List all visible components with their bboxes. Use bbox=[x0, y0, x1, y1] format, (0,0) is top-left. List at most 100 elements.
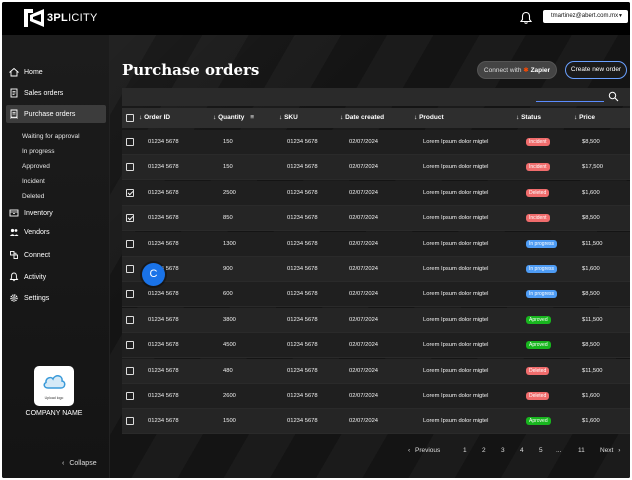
pagination-page-5[interactable]: 5 bbox=[539, 447, 543, 454]
row-checkbox[interactable] bbox=[126, 239, 134, 248]
column-product[interactable]: ↓ Product bbox=[414, 114, 444, 121]
cell-order-id: 01234 5678 bbox=[148, 240, 179, 247]
sidebar-item-vendors[interactable]: Vendors bbox=[6, 223, 106, 241]
pagination-previous[interactable]: ‹ Previous bbox=[408, 447, 441, 454]
cell-date-created: 02/07/2024 bbox=[349, 266, 379, 272]
search-input[interactable] bbox=[536, 101, 604, 102]
cell-date-created: 02/07/2024 bbox=[349, 189, 379, 196]
document-icon bbox=[10, 88, 18, 98]
notifications-bell-icon[interactable] bbox=[519, 11, 533, 25]
column-date-created[interactable]: ↓ Date created bbox=[340, 114, 385, 121]
table-header: ↓ Order ID ↓ Quantity ≡ ↓ SKU ↓ Date cre… bbox=[122, 108, 630, 128]
sidebar-subitem-in-progress[interactable]: In progress bbox=[22, 148, 55, 155]
upload-logo-button[interactable]: Upload logo bbox=[34, 366, 74, 406]
sidebar-subitem-deleted[interactable]: Deleted bbox=[22, 193, 45, 200]
pagination-page-3[interactable]: 3 bbox=[501, 447, 505, 454]
row-checkbox[interactable] bbox=[126, 214, 134, 223]
sidebar-item-settings[interactable]: Settings bbox=[6, 289, 106, 307]
box-icon bbox=[9, 209, 19, 217]
table-row[interactable]: 01234 5678 480 01234 5678 02/07/2024 Lorem I… bbox=[122, 358, 630, 384]
cell-product: Lorem Ipsum dolor migtel bbox=[423, 418, 489, 425]
table-row[interactable]: 01234 5678 4500 01234 5678 02/07/2024 Lorem … bbox=[122, 333, 630, 359]
table-row[interactable]: 01234 5678 1500 01234 5678 02/07/2024 Lorem … bbox=[122, 409, 630, 435]
table-row[interactable]: 01234 5678 600 01234 5678 02/07/2024 Lorem I… bbox=[122, 282, 630, 308]
sidebar-item-connect[interactable]: Connect bbox=[6, 246, 106, 264]
filter-icon[interactable]: ≡ bbox=[250, 114, 255, 121]
cell-date-created: 02/07/2024 bbox=[349, 215, 379, 222]
cell-sku: 01234 5678 bbox=[287, 342, 318, 349]
row-checkbox[interactable] bbox=[126, 290, 134, 299]
table-row[interactable]: 01234 5678 2600 01234 5678 02/07/2024 Lorem … bbox=[122, 384, 630, 409]
cell-date-created: 02/07/2024 bbox=[349, 342, 379, 349]
cell-sku: 01234 5678 bbox=[287, 240, 318, 247]
pagination-page-1[interactable]: 1 bbox=[463, 447, 467, 454]
cell-price: $1,600 bbox=[582, 266, 600, 272]
row-checkbox[interactable] bbox=[126, 392, 134, 400]
cell-price: $8,500 bbox=[582, 215, 600, 222]
cell-price: $1,600 bbox=[582, 393, 600, 399]
home-icon bbox=[9, 67, 19, 77]
cell-order-id: 01234 5678 bbox=[148, 189, 179, 196]
cell-product: Lorem Ipsum dolor migtel bbox=[423, 266, 489, 272]
cell-sku: 01234 5678 bbox=[287, 215, 318, 222]
cell-product: Lorem Ipsum dolor migtel bbox=[423, 139, 489, 145]
status-badge: Deleted bbox=[526, 392, 550, 400]
column-quantity[interactable]: ↓ Quantity ≡ bbox=[213, 114, 255, 121]
status-badge: In progress bbox=[526, 290, 558, 299]
brand-logo[interactable]: 3PLICITY bbox=[24, 9, 98, 27]
search-icon[interactable] bbox=[608, 91, 619, 102]
column-order-id[interactable]: ↓ Order ID bbox=[139, 114, 171, 121]
table-row[interactable]: 01234 5678 3800 01234 5678 02/07/2024 Lorem … bbox=[122, 307, 630, 333]
sidebar-item-activity[interactable]: Activity bbox=[6, 268, 106, 286]
cell-price: $8,500 bbox=[582, 139, 600, 145]
collapse-label: Collapse bbox=[69, 460, 97, 467]
pagination-next[interactable]: Next › bbox=[600, 447, 621, 454]
pagination-page-2[interactable]: 2 bbox=[482, 447, 486, 454]
cell-quantity: 850 bbox=[223, 215, 233, 222]
collapse-button[interactable]: ‹ Collapse bbox=[62, 460, 97, 467]
account-dropdown[interactable]: tmartinez@abert.com.mx ▼ bbox=[543, 10, 628, 23]
cell-sku: 01234 5678 bbox=[287, 367, 318, 374]
row-checkbox[interactable] bbox=[126, 366, 134, 375]
column-sku[interactable]: ↓ SKU bbox=[279, 114, 298, 121]
sidebar: Home Sales orders Purchase orders Waitin… bbox=[2, 35, 110, 478]
status-badge: Aproved bbox=[526, 341, 551, 350]
create-new-order-button[interactable]: Create new order bbox=[565, 61, 627, 79]
table-row[interactable]: 01234 5678 150 01234 5678 02/07/2024 Lorem I… bbox=[122, 130, 630, 155]
table-row[interactable]: 01234 5678 2500 01234 5678 02/07/2024 Lorem … bbox=[122, 180, 630, 206]
row-checkbox[interactable] bbox=[126, 188, 134, 197]
sidebar-subitem-approved[interactable]: Approved bbox=[22, 163, 50, 170]
column-price[interactable]: ↓ Price bbox=[574, 114, 595, 121]
cell-order-id: 01234 5678 bbox=[148, 367, 179, 374]
row-checkbox[interactable] bbox=[126, 417, 134, 426]
cell-price: $1,600 bbox=[582, 189, 600, 196]
sidebar-item-home[interactable]: Home bbox=[6, 63, 106, 81]
pagination-page-4[interactable]: 4 bbox=[520, 447, 524, 454]
brand-name: 3PLICITY bbox=[47, 12, 98, 24]
sidebar-item-purchase-orders[interactable]: Purchase orders bbox=[6, 105, 106, 123]
row-checkbox[interactable] bbox=[126, 265, 134, 273]
select-all-checkbox[interactable] bbox=[126, 114, 134, 122]
orders-table: ↓ Order ID ↓ Quantity ≡ ↓ SKU ↓ Date cre… bbox=[122, 88, 630, 435]
column-status[interactable]: ↓ Status bbox=[516, 114, 541, 121]
row-checkbox[interactable] bbox=[126, 341, 134, 350]
pagination-page-11[interactable]: 11 bbox=[578, 447, 585, 454]
row-checkbox[interactable] bbox=[126, 315, 134, 324]
table-row[interactable]: 01234 5678 1300 01234 5678 02/07/2024 Lorem … bbox=[122, 231, 630, 257]
row-checkbox[interactable] bbox=[126, 138, 134, 146]
table-row[interactable]: 01234 5678 850 01234 5678 02/07/2024 Lorem I… bbox=[122, 206, 630, 232]
cloud-upload-icon bbox=[43, 375, 66, 389]
sidebar-subitem-incident[interactable]: Incident bbox=[22, 178, 45, 185]
cell-price: $11,500 bbox=[582, 316, 603, 323]
status-badge: Aproved bbox=[526, 417, 551, 426]
connect-zapier-button[interactable]: Connect with ✱ Zapier bbox=[477, 61, 557, 79]
cell-price: $17,500 bbox=[582, 164, 603, 171]
sidebar-item-sales-orders[interactable]: Sales orders bbox=[6, 84, 106, 102]
sidebar-subitem-waiting[interactable]: Waiting for approval bbox=[22, 133, 80, 140]
row-checkbox[interactable] bbox=[126, 163, 134, 172]
cell-product: Lorem Ipsum dolor migtel bbox=[423, 215, 489, 222]
table-row[interactable]: 01234 5678 150 01234 5678 02/07/2024 Lorem I… bbox=[122, 155, 630, 181]
cell-quantity: 150 bbox=[223, 139, 233, 145]
sidebar-item-inventory[interactable]: Inventory bbox=[6, 204, 106, 222]
